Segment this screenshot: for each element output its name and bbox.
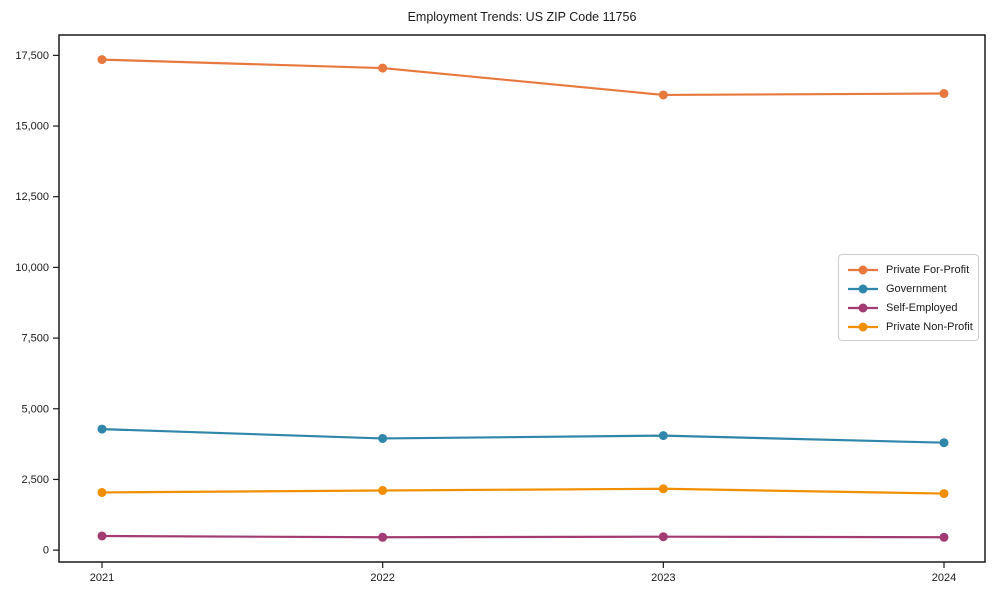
legend-swatch-icon [848, 322, 878, 331]
data-point-marker [658, 90, 668, 100]
data-point-marker [658, 431, 668, 441]
legend-item-label: Government [886, 282, 947, 295]
data-point-marker [97, 531, 107, 541]
legend-item-label: Private Non-Profit [886, 320, 973, 333]
data-point-marker [378, 63, 388, 73]
legend: Private For-Profit Government Self-Employe… [838, 254, 979, 341]
legend-item: Private Non-Profit [847, 317, 974, 336]
y-axis-tick-label: 15,000 [15, 121, 49, 133]
y-axis-tick-label: 2,500 [21, 474, 49, 486]
data-point-marker [97, 424, 107, 434]
axis-frame [58, 34, 986, 563]
legend-swatch-icon [848, 303, 878, 312]
x-axis-tick-label: 2021 [90, 572, 114, 584]
y-axis-tick-label: 10,000 [15, 262, 49, 274]
data-point-marker [939, 489, 949, 499]
legend-item-label: Self-Employed [886, 301, 958, 314]
x-axis-tick-label: 2023 [651, 572, 675, 584]
legend-marker-icon [858, 303, 868, 312]
legend-marker-icon [858, 284, 868, 293]
data-point-marker [939, 438, 949, 448]
data-point-marker [378, 433, 388, 443]
data-series-line [100, 534, 946, 539]
data-point-marker [658, 532, 668, 542]
legend-marker-icon [858, 265, 868, 274]
y-axis-tick-label: 17,500 [15, 50, 49, 62]
legend-marker-icon [858, 322, 868, 331]
data-point-marker [97, 55, 107, 65]
x-axis-tick-label: 2022 [370, 572, 394, 584]
data-point-marker [658, 484, 668, 494]
legend-swatch-icon [848, 284, 878, 293]
y-axis-tick-label: 0 [43, 545, 49, 557]
legend-item: Self-Employed [847, 298, 974, 317]
legend-item-label: Private For-Profit [886, 263, 970, 276]
data-series-line [100, 58, 946, 97]
data-series-line [100, 487, 946, 495]
data-series-line [100, 428, 946, 444]
y-axis-tick-label: 5,000 [21, 403, 49, 415]
chart-title: Employment Trends: US ZIP Code 11756 [407, 10, 637, 24]
data-point-marker [939, 89, 949, 99]
x-axis-tick-label: 2024 [932, 572, 956, 584]
data-point-marker [939, 532, 949, 542]
data-point-marker [378, 485, 388, 495]
y-axis-tick-label: 7,500 [21, 333, 49, 345]
y-axis-tick-label: 12,500 [15, 191, 49, 203]
legend-item: Government [847, 279, 974, 298]
data-point-marker [378, 532, 388, 542]
legend-item: Private For-Profit [847, 260, 974, 279]
data-point-marker [97, 487, 107, 497]
legend-swatch-icon [848, 265, 878, 274]
